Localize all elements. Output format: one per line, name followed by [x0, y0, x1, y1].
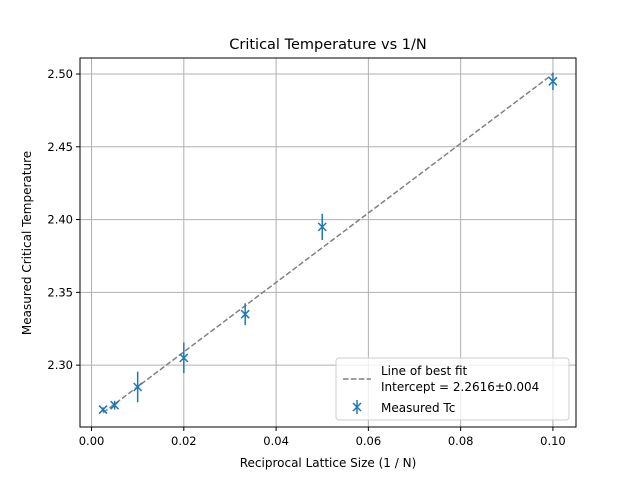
y-tick-label: 2.50: [47, 67, 73, 81]
data-point: [548, 72, 558, 91]
y-axis-label: Measured Critical Temperature: [20, 151, 34, 335]
legend-fit-label-line2: Intercept = 2.2616±0.004: [381, 380, 539, 394]
point-marker: [110, 400, 120, 410]
x-tick-label: 0.00: [79, 434, 105, 448]
legend-points-label: Measured Tc: [381, 401, 455, 415]
chart-title: Critical Temperature vs 1/N: [229, 37, 427, 53]
point-marker: [317, 222, 327, 232]
data-point: [240, 303, 250, 326]
legend-points-swatch: [352, 400, 362, 414]
legend-box: [335, 357, 570, 421]
point-marker: [179, 353, 189, 363]
y-axis-ticks: 2.30 2.35 2.40 2.45 2.50: [47, 67, 80, 372]
y-tick-label: 2.35: [47, 285, 73, 299]
data-points: [98, 72, 558, 415]
x-axis-ticks: 0.00 0.02 0.04 0.06 0.08 0.10: [79, 427, 566, 448]
y-tick-label: 2.45: [47, 140, 73, 154]
data-point: [133, 371, 143, 403]
x-tick-label: 0.06: [356, 434, 382, 448]
y-tick-label: 2.40: [47, 213, 73, 227]
point-marker: [133, 382, 143, 392]
legend-fit-label-line1: Line of best fit: [381, 364, 468, 378]
legend: Line of best fit Intercept = 2.2616±0.00…: [335, 357, 570, 421]
y-tick-label: 2.30: [47, 358, 73, 372]
x-tick-label: 0.08: [448, 434, 474, 448]
data-point: [98, 405, 108, 415]
point-marker: [98, 405, 108, 415]
fit-line: [102, 73, 554, 414]
data-point: [110, 400, 120, 410]
point-marker: [240, 309, 250, 319]
plot-frame: [79, 57, 577, 428]
grid: [80, 58, 576, 427]
point-marker: [548, 76, 558, 86]
fit-line-layer: [102, 73, 554, 414]
x-tick-label: 0.04: [263, 434, 289, 448]
x-tick-label: 0.02: [171, 434, 197, 448]
x-axis-label: Reciprocal Lattice Size (1 / N): [240, 456, 417, 470]
data-point: [317, 213, 327, 240]
x-tick-label: 0.10: [540, 434, 566, 448]
data-point: [179, 342, 189, 374]
